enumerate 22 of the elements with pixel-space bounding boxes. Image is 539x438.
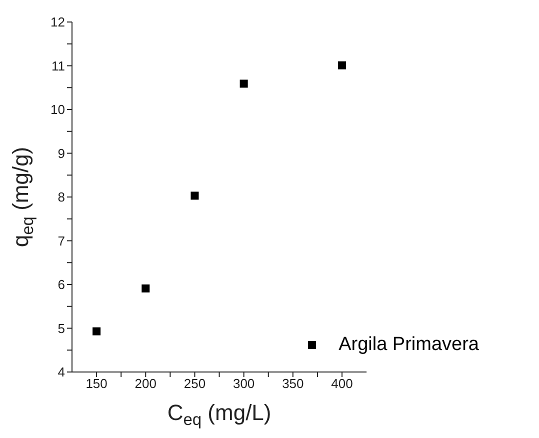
x-tick-label: 350 [282,376,304,392]
y-tick-label: 12 [50,14,65,30]
y-tick-label: 4 [58,364,65,380]
point [142,284,150,292]
y-tick-label: 10 [50,102,65,118]
x-tick-label: 150 [86,376,108,392]
x-tick-label: 300 [232,376,255,392]
legend-label: Argila Primavera [338,334,479,356]
point [240,80,248,88]
y-tick-label: 5 [58,320,65,336]
x-tick-label: 250 [184,376,206,392]
x-tick-label: 400 [331,376,353,392]
x-axis-title: C$_{eq}$ (mg/L) [167,400,272,430]
point [92,327,101,336]
y-tick-label: 7 [58,233,65,248]
y-tick-label: 8 [58,190,65,205]
point [190,192,199,200]
y-tick-label: 6 [58,277,65,292]
x-tick-label: 200 [134,376,156,392]
y-tick-label: 9 [58,146,65,161]
y-tick-label: 11 [52,58,65,74]
point [338,61,346,70]
